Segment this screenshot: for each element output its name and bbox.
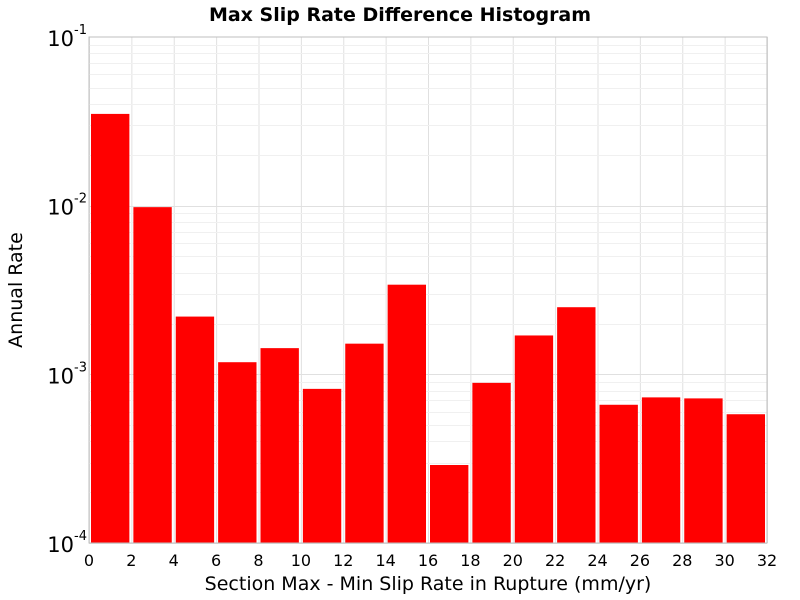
histogram-bar [345,343,384,543]
y-axis-label: Annual Rate [5,232,27,348]
histogram-bar [684,398,723,543]
histogram-bar [557,307,596,543]
histogram-bar [175,316,215,543]
y-tick-base: 10 [47,364,74,388]
x-tick-label: 18 [460,551,480,570]
x-tick-label: 10 [291,551,311,570]
histogram-bar [260,348,299,543]
histogram-bar [302,388,342,543]
x-tick-label: 20 [503,551,523,570]
y-tick-exponent: -1 [74,23,87,38]
y-tick-base: 10 [47,27,74,51]
histogram-bar [599,404,638,543]
x-tick-label: 16 [418,551,438,570]
bars-group [91,113,765,544]
x-tick-label: 22 [545,551,565,570]
x-tick-label: 32 [757,551,777,570]
y-tick-label: 10 -3 [47,360,87,388]
x-tick-label: 4 [169,551,179,570]
y-tick-exponent: -3 [74,360,87,375]
y-tick-exponent: -2 [74,192,87,207]
x-tick-label: 24 [587,551,607,570]
x-tick-label: 8 [253,551,263,570]
x-tick-label: 28 [672,551,692,570]
x-tick-label: 14 [375,551,395,570]
y-tick-label: 10 -2 [47,192,87,220]
x-axis-label: Section Max - Min Slip Rate in Rupture (… [205,573,652,595]
chart-title: Max Slip Rate Difference Histogram [209,4,591,26]
x-tick-label: 26 [630,551,650,570]
histogram-bar [472,382,511,543]
x-tick-label: 6 [211,551,221,570]
histogram-bar [133,207,172,543]
histogram-bar [514,335,554,543]
x-tick-label: 2 [126,551,136,570]
y-tick-label: 10 -1 [47,23,87,51]
y-tick-base: 10 [47,196,74,220]
plot-area-border [88,36,768,544]
histogram-bar [430,465,469,543]
x-tick-label: 0 [84,551,94,570]
x-tick-labels: 0 2 4 6 8 10 12 14 16 18 20 22 24 26 28 30 32 [84,551,777,570]
x-tick-label: 12 [333,551,353,570]
y-tick-base: 10 [47,533,74,557]
histogram-bar [218,362,257,543]
histogram-bar [387,284,426,543]
y-tick-exponent: -4 [74,529,87,544]
y-tick-labels: 10-410-310-210-1 [47,23,87,557]
histogram-bar [641,397,681,543]
y-tick-label: 10 -4 [47,529,87,557]
histogram-bar [726,414,765,543]
x-tick-label: 30 [714,551,734,570]
histogram-bar [91,113,130,544]
